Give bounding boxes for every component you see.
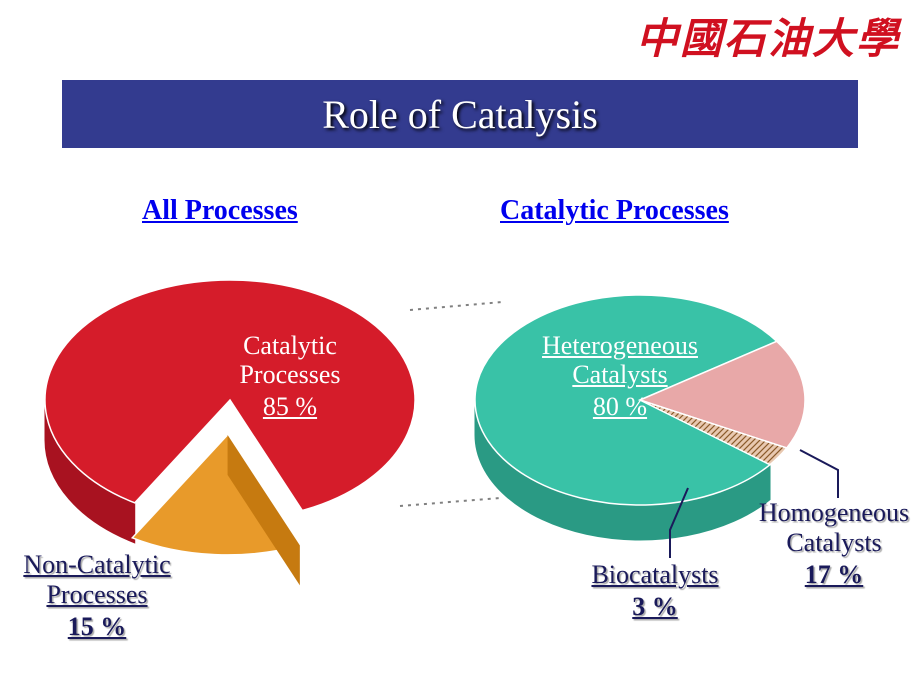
- non-catalytic-label: Non-Catalytic Processes 15 %: [2, 550, 192, 642]
- left-main-slice-label: Catalytic Processes 85 %: [220, 332, 360, 422]
- heterogeneous-label: Heterogeneous Catalysts 80 %: [520, 332, 720, 422]
- homogeneous-label: Homogeneous Catalysts 17 %: [744, 498, 920, 590]
- biocatalysts-label: Biocatalysts 3 %: [570, 560, 740, 622]
